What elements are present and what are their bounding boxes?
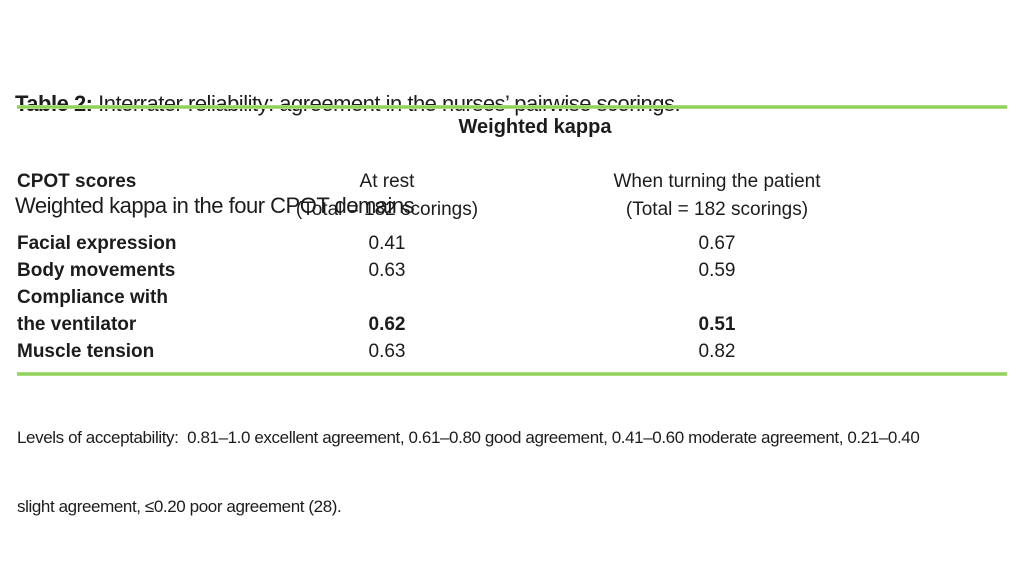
value-at-rest: 0.63 [368, 260, 406, 281]
row-label: Facial expression [17, 233, 177, 254]
caption-line-2: Weighted kappa in the four CPOT domains [15, 193, 415, 218]
value-at-rest: 0.62 [368, 314, 406, 335]
footnote: Levels of acceptability: 0.81–1.0 excell… [17, 380, 1017, 564]
row-spacer [867, 230, 1007, 257]
col-header-when-turning-label: When turning the patient [613, 171, 821, 192]
table-row: the ventilator 0.62 0.51 [17, 311, 1007, 338]
row-label: Compliance with [17, 287, 168, 308]
row-label: Muscle tension [17, 341, 155, 362]
footnote-line-1: Levels of acceptability: 0.81–1.0 excell… [17, 428, 920, 447]
divider-bottom [17, 372, 1007, 376]
table-row: Muscle tension 0.63 0.82 [17, 338, 1007, 365]
header-spacer [867, 168, 1007, 224]
table: CPOT scores At rest (Total = 182 scoring… [17, 168, 1007, 365]
row-label: Body movements [17, 260, 176, 281]
value-when-turning: 0.51 [698, 314, 736, 335]
row-spacer [867, 338, 1007, 365]
value-at-rest [207, 284, 567, 311]
row-spacer [867, 284, 1007, 311]
caption-line-1: Table 2: Interrater reliability: agreeme… [15, 87, 681, 121]
row-spacer [867, 311, 1007, 338]
column-header-at-rest: At rest (Total = 182 scorings) [207, 168, 567, 224]
page: Table 2: Interrater reliability: agreeme… [15, 19, 1007, 516]
value-when-turning [567, 284, 867, 311]
table-row: Compliance with [17, 284, 1007, 311]
divider-top [17, 105, 1007, 109]
table-row: Facial expression 0.41 0.67 [17, 230, 1007, 257]
col-header-when-turning-subline: (Total = 182 scorings) [625, 199, 809, 220]
column-header-when-turning: When turning the patient (Total = 182 sc… [567, 168, 867, 224]
table-row: Body movements 0.63 0.59 [17, 257, 1007, 284]
value-when-turning: 0.82 [698, 341, 736, 362]
value-when-turning: 0.59 [698, 260, 736, 281]
row-spacer [867, 257, 1007, 284]
table-caption: Table 2: Interrater reliability: agreeme… [15, 19, 681, 291]
column-header-row: CPOT scores At rest (Total = 182 scoring… [17, 168, 1007, 224]
caption-text: Interrater reliability: agreement in the… [92, 91, 681, 116]
table-rows: Facial expression 0.41 0.67 Body movemen… [17, 230, 1007, 365]
caption-label: Table 2: [15, 91, 93, 116]
footnote-line-2: slight agreement, ≤0.20 poor agreement (… [17, 497, 342, 516]
row-label: the ventilator [17, 314, 137, 335]
col-header-at-rest-subline: (Total = 182 scorings) [295, 199, 479, 220]
value-at-rest: 0.41 [368, 233, 406, 254]
spanner-header: Weighted kappa [458, 116, 612, 138]
value-at-rest: 0.63 [368, 341, 406, 362]
value-when-turning: 0.67 [698, 233, 736, 254]
rowhead-cpot-scores: CPOT scores [17, 171, 137, 192]
col-header-at-rest-label: At rest [359, 171, 415, 192]
